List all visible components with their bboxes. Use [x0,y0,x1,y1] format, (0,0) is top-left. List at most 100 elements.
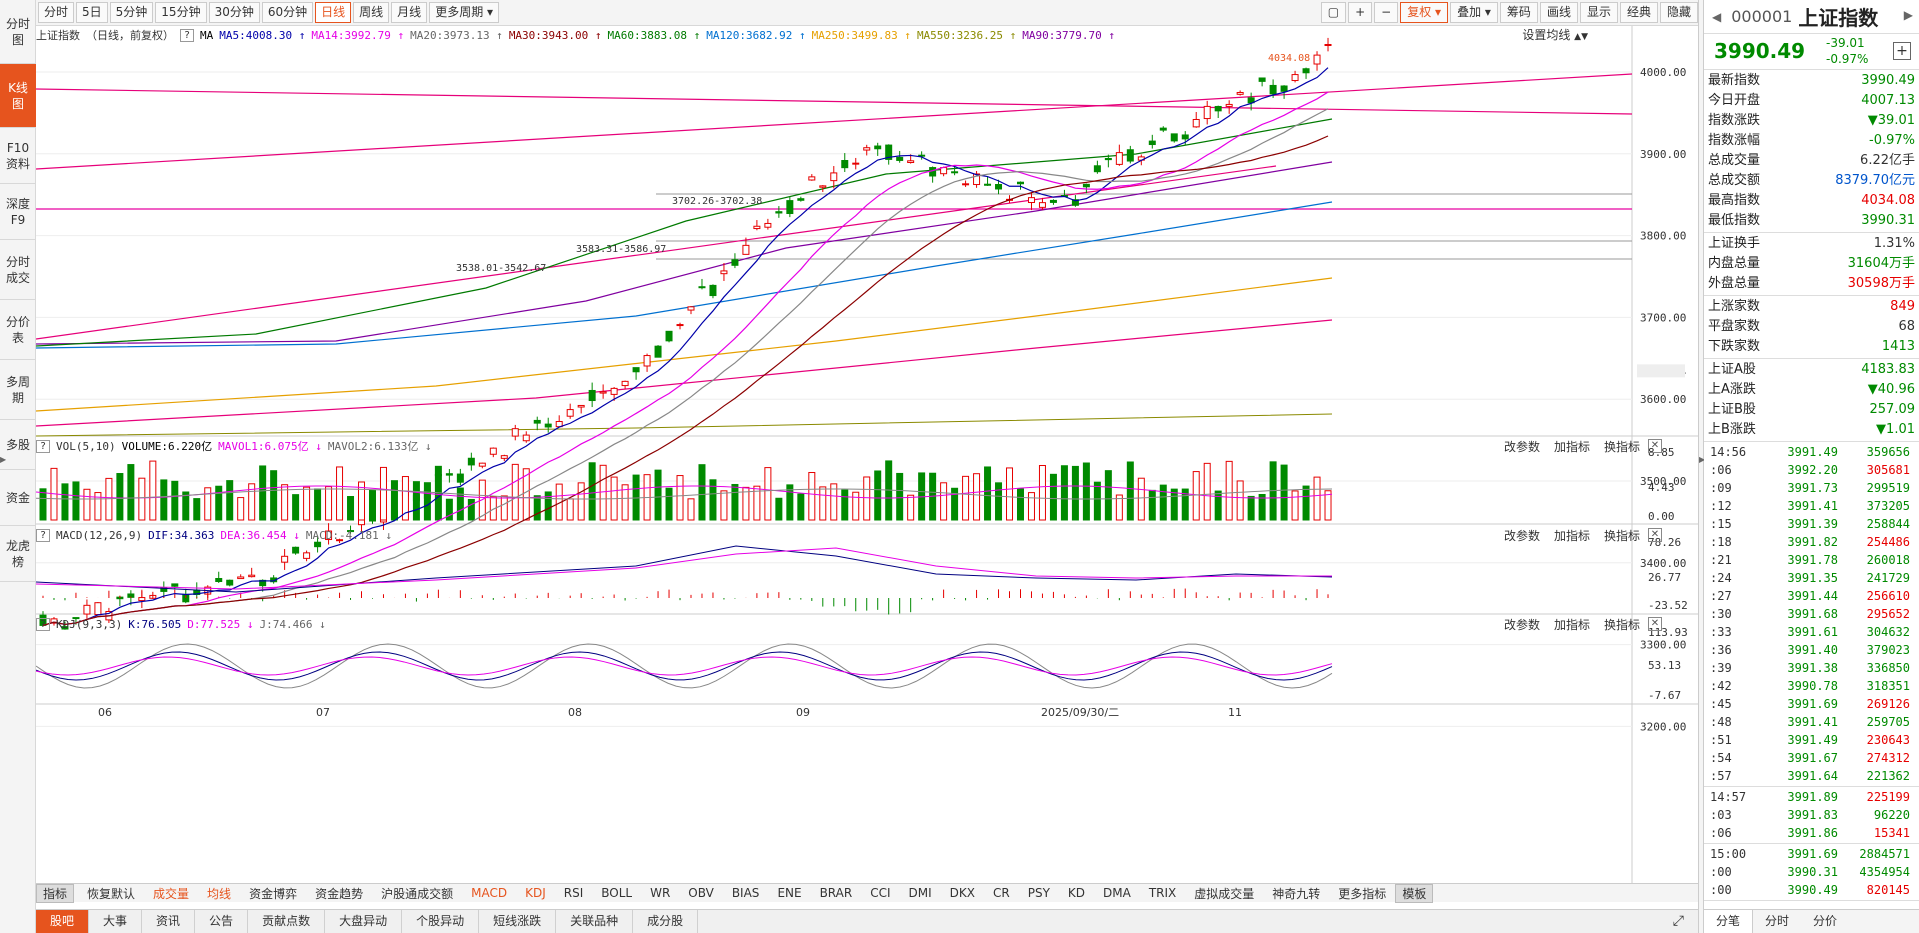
bottom-tab[interactable]: 贡献点数 [248,909,326,933]
panel-button[interactable]: 换指标 [1603,529,1640,543]
indicator-tab[interactable]: 恢复默认 [87,886,136,901]
indicator-tab[interactable]: DKX [949,886,975,900]
indicator-tab[interactable]: MACD [471,886,508,900]
zoom-in-icon[interactable]: + [1348,2,1373,23]
bottom-tab[interactable]: 资讯 [142,909,196,933]
panel-button[interactable]: 换指标 [1603,618,1640,632]
view-nav-item[interactable]: 分价表 [0,300,36,360]
period-tab[interactable]: 日线 [315,2,352,23]
close-icon[interactable]: ✕ [1648,617,1662,631]
candle [292,546,300,554]
bottom-tab[interactable]: 公告 [195,909,249,933]
indicator-tab[interactable]: TRIX [1148,886,1177,900]
view-nav-item[interactable]: 分时成交 [0,240,36,300]
indicator-tab[interactable]: CR [993,886,1010,900]
panel-button[interactable]: 换指标 [1603,440,1640,454]
prev-arrow-icon[interactable]: ◀ [1712,9,1722,24]
bottom-tab[interactable]: 成分股 [633,909,699,933]
indicator-tab[interactable]: 资金趋势 [315,886,364,901]
toolbar-button[interactable]: 叠加 ▾ [1450,2,1498,23]
period-tab[interactable]: 周线 [353,2,390,23]
indicator-tab[interactable]: KD [1067,886,1086,900]
help-icon[interactable]: ? [36,439,51,453]
bottom-tab[interactable]: 短线涨跌 [479,909,557,933]
indicator-tab[interactable]: OBV [688,886,714,900]
volume-bar [775,497,783,521]
indicator-tab[interactable]: BIAS [731,886,760,900]
collapse-left-arrow-icon[interactable]: ▶ [0,455,7,464]
view-nav-item[interactable]: 多股 [0,420,36,470]
indicator-tab[interactable]: BOLL [601,886,633,900]
bottom-tab[interactable]: 大盘异动 [325,909,403,933]
quote-tab[interactable]: 分时 [1765,913,1790,928]
toolbar-button[interactable]: 复权 ▾ [1400,2,1449,23]
period-tab[interactable]: 月线 [391,2,428,23]
view-nav-item[interactable]: 龙虎榜 [0,526,36,582]
indicator-tab[interactable]: PSY [1027,886,1050,900]
quote-tab[interactable]: 分笔 [1704,909,1754,933]
add-watchlist-icon[interactable]: + [1893,42,1911,60]
toolbar-button[interactable]: 筹码 [1499,2,1538,23]
toolbar-button[interactable]: 显示 [1579,2,1618,23]
help-icon[interactable]: ? [180,28,195,42]
toolbar-button[interactable]: 经典 [1619,2,1658,23]
panel-button[interactable]: 加指标 [1553,529,1590,543]
indicator-tab[interactable]: DMI [908,886,932,900]
panel-splitter[interactable]: ▶ [1698,0,1706,933]
help-icon[interactable]: ? [36,528,51,542]
panel-button[interactable]: 改参数 [1503,440,1540,454]
panel-button[interactable]: 加指标 [1553,618,1590,632]
indicator-tab[interactable]: 神奇九转 [1272,886,1321,901]
panel-button[interactable]: 改参数 [1503,529,1540,543]
bottom-tab[interactable]: 个股异动 [402,909,480,933]
help-icon[interactable]: ? [36,617,51,631]
indicator-tab[interactable]: BRAR [819,886,853,900]
panel-button[interactable]: 改参数 [1503,618,1540,632]
fullscreen-icon[interactable]: ⤢ [1672,912,1684,929]
kline-chart-area[interactable]: 4000.003900.003800.003700.003634.043600.… [36,26,1698,896]
period-tab[interactable]: 15分钟 [155,2,207,23]
panel-button[interactable]: 加指标 [1553,440,1590,454]
view-nav-item[interactable]: F10资料 [0,128,36,184]
indicator-tab[interactable]: 更多指标 [1338,886,1387,901]
close-icon[interactable]: ✕ [1648,528,1662,542]
indicator-tab[interactable]: RSI [563,886,584,900]
view-nav-item[interactable]: K线图 [0,64,36,128]
view-nav-item[interactable]: 资金 [0,470,36,526]
ma-settings-button[interactable]: 设置均线 ▲▼ [1522,28,1588,42]
quote-tab[interactable]: 分价 [1813,913,1838,928]
indicator-tab[interactable]: CCI [870,886,891,900]
period-tab[interactable]: 5分钟 [109,2,154,23]
period-tab[interactable]: 分时 [38,2,75,23]
toolbar-button[interactable]: 画线 [1539,2,1578,23]
indicator-tab[interactable]: 虚拟成交量 [1194,886,1255,901]
chart-canvas[interactable]: 4000.003900.003800.003700.003634.043600.… [36,26,1698,883]
close-icon[interactable]: ✕ [1648,439,1662,453]
bottom-tab[interactable]: 关联品种 [556,909,634,933]
period-tab[interactable]: 5日 [76,2,108,23]
indicator-tab[interactable]: 沪股通成交额 [381,886,454,901]
period-tab[interactable]: 60分钟 [261,2,314,23]
indicator-tab[interactable]: 均线 [207,886,232,901]
indicator-tab[interactable]: 指标 [36,883,75,903]
toolbar-button[interactable]: 隐藏 [1659,2,1698,23]
indicator-tab[interactable]: 资金博弈 [249,886,298,901]
indicator-tab[interactable]: DMA [1103,886,1131,900]
indicator-tab[interactable]: ENE [777,886,802,900]
view-nav-item[interactable]: 多周期 [0,360,36,420]
indicator-tab[interactable]: WR [650,886,671,900]
indicator-tab[interactable]: KDJ [525,886,546,900]
indicator-tab[interactable]: 模板 [1395,883,1434,903]
collapse-right-arrow-icon[interactable]: ▶ [1699,455,1706,464]
window-icon[interactable]: ▢ [1320,2,1347,23]
zoom-out-icon[interactable]: − [1374,2,1399,23]
bottom-tab[interactable]: 股吧 [36,909,90,933]
period-tab[interactable]: 30分钟 [208,2,260,23]
bottom-tab[interactable]: 大事 [89,909,143,933]
indicator-tab[interactable]: 成交量 [153,886,190,901]
period-tab[interactable]: 更多周期 ▾ [429,2,500,23]
view-nav-item[interactable]: 深度F9 [0,184,36,240]
view-nav-item[interactable]: 分时图 [0,0,36,64]
candle [1291,74,1299,82]
next-arrow-icon[interactable]: ▶ [1903,8,1913,22]
